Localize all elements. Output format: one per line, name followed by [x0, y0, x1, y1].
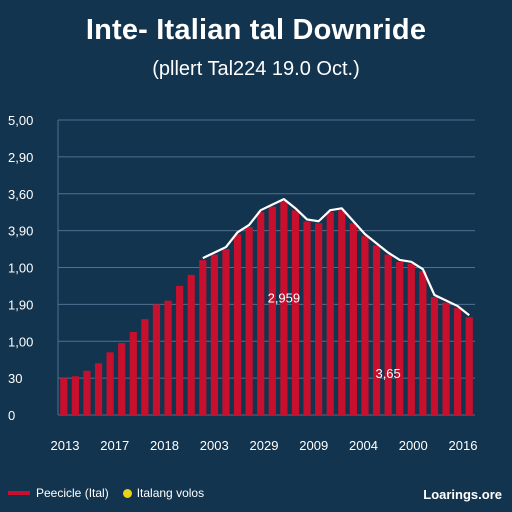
bar	[245, 226, 253, 415]
chart-subtitle: (pllert Tal224 19.0 Oct.)	[152, 58, 360, 80]
bar	[176, 285, 184, 415]
trend-line-path	[202, 198, 470, 317]
y-tick-label: 1,90	[8, 297, 33, 312]
x-axis-ticks: 2013 2017 2018 2003 2029 2009 2004 2000 2016	[51, 438, 478, 453]
bar	[118, 343, 126, 415]
bar	[303, 221, 311, 415]
y-tick-label: 1,00	[8, 334, 33, 349]
bar	[187, 274, 195, 415]
bar	[199, 260, 207, 415]
bar	[349, 223, 357, 415]
data-labels: 2,959 3,65	[268, 291, 401, 382]
bar	[60, 378, 68, 415]
y-tick-label: 0	[8, 408, 15, 423]
y-tick-label: 3,90	[8, 224, 33, 239]
legend-dot-swatch	[122, 488, 132, 498]
y-tick-label: 30	[8, 371, 22, 386]
data-label: 3,65	[375, 366, 400, 381]
legend-item-bars: Peecicle (Ital)	[8, 486, 109, 500]
bar	[233, 234, 242, 415]
chart-title: Inte- Italian tal Downride	[85, 14, 427, 46]
x-tick-label: 2004	[349, 438, 378, 453]
data-label: 2,959	[268, 291, 301, 306]
bar	[94, 363, 103, 415]
bars	[60, 201, 473, 415]
x-tick-label: 2029	[250, 438, 279, 453]
legend-label: Peecicle (Ital)	[36, 486, 109, 500]
bar	[71, 376, 79, 415]
bar	[465, 317, 473, 415]
bar	[361, 236, 369, 415]
bar	[210, 254, 218, 415]
y-tick-label: 2,90	[8, 150, 33, 165]
x-tick-label: 2000	[399, 438, 428, 453]
x-tick-label: 2013	[51, 438, 80, 453]
x-tick-label: 2016	[449, 438, 478, 453]
bar	[83, 370, 91, 415]
watermark: Loarings.ore	[423, 487, 502, 502]
bar	[164, 300, 172, 415]
bar	[315, 223, 323, 415]
legend: Peecicle (Ital) Italang volos	[8, 486, 218, 500]
y-tick-label: 3,60	[8, 187, 33, 202]
bar	[442, 302, 450, 415]
bar	[141, 319, 149, 415]
gridlines	[57, 119, 475, 416]
bar	[268, 206, 276, 415]
bar	[419, 271, 427, 415]
bar	[129, 332, 137, 415]
bar	[338, 210, 346, 415]
x-tick-label: 2018	[150, 438, 179, 453]
bar	[396, 261, 404, 415]
bar	[384, 254, 392, 415]
bar	[291, 210, 300, 415]
x-tick-label: 2009	[299, 438, 328, 453]
bar	[372, 245, 381, 415]
bar	[280, 201, 288, 415]
y-axis-ticks: 5,00 2,90 3,60 3,90 1,00 1,90 1,00 30 0	[8, 113, 33, 423]
bar	[152, 304, 161, 415]
trend-line	[202, 198, 470, 317]
bar	[106, 352, 114, 415]
bar	[326, 212, 334, 415]
bar	[430, 297, 439, 415]
x-tick-label: 2003	[200, 438, 229, 453]
y-tick-label: 1,00	[8, 261, 33, 276]
legend-item-dots: Italang volos	[122, 486, 205, 500]
bar	[454, 308, 462, 415]
legend-bar-swatch	[8, 491, 30, 495]
bar	[407, 263, 415, 415]
y-tick-label: 5,00	[8, 113, 33, 128]
bar	[222, 249, 230, 415]
legend-label: Italang volos	[136, 486, 205, 500]
x-tick-label: 2017	[100, 438, 129, 453]
bar	[257, 212, 265, 415]
